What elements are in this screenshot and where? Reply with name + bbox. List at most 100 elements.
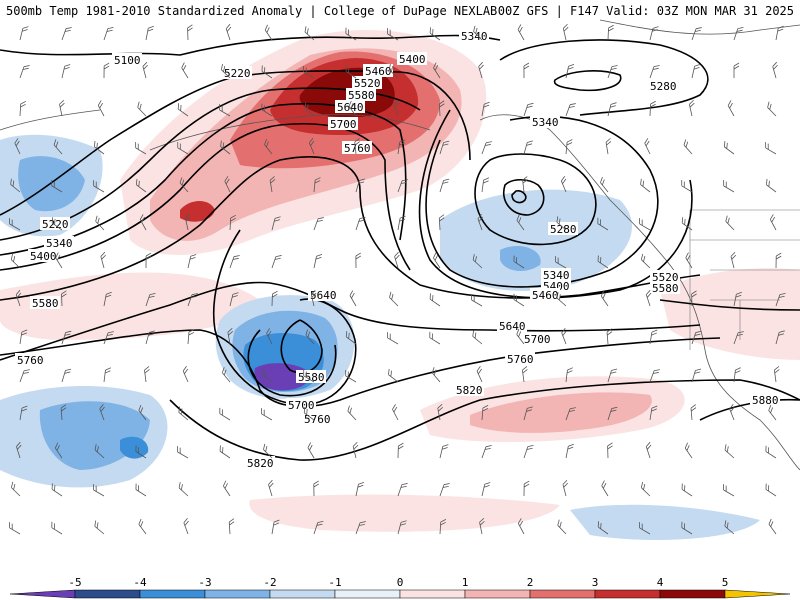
wind-barb <box>481 141 492 155</box>
wind-barb <box>387 28 399 41</box>
wind-barb <box>644 138 651 155</box>
wind-barb <box>439 140 450 155</box>
wind-barb <box>565 367 573 383</box>
wind-barb <box>773 366 780 383</box>
wind-barb <box>349 290 357 307</box>
wind-barb <box>769 214 777 231</box>
wind-barb <box>601 480 609 497</box>
wind-barb <box>220 140 231 155</box>
wind-barb <box>97 100 105 117</box>
wind-barb <box>433 62 441 79</box>
contour-label: 5520 <box>354 77 381 90</box>
wind-barb <box>640 178 651 193</box>
wind-barb <box>354 138 360 155</box>
wind-barb <box>55 252 63 269</box>
contour-label: 5640 <box>499 320 526 333</box>
wind-barb <box>11 481 21 497</box>
contour-label: 5760 <box>507 353 534 366</box>
wind-barb <box>271 519 280 535</box>
wind-barb <box>556 292 567 307</box>
wind-barb <box>94 444 105 459</box>
wind-barb <box>271 290 278 307</box>
wind-barb <box>523 102 534 117</box>
wind-barb <box>135 142 147 155</box>
wind-barb <box>183 517 189 535</box>
wind-barb <box>393 99 400 117</box>
wind-barb <box>600 177 609 193</box>
wind-barb <box>481 482 491 497</box>
wind-barb <box>691 27 702 41</box>
wind-barb <box>187 254 197 269</box>
wind-barb <box>775 252 782 269</box>
wind-barb <box>219 104 231 117</box>
wind-barb <box>224 176 231 193</box>
wind-barb <box>724 444 735 459</box>
wind-barb <box>9 218 21 231</box>
wind-barb <box>261 65 273 79</box>
wind-barb <box>264 24 273 41</box>
contour-label: 5700 <box>288 399 315 412</box>
contour-label: 5580 <box>32 297 59 310</box>
contour-label: 5700 <box>330 118 357 131</box>
wind-barb <box>19 369 30 383</box>
wind-barb <box>229 214 237 231</box>
contour-label: 5100 <box>114 54 141 67</box>
colorbar-swatch <box>9 589 76 599</box>
wind-barb <box>19 100 27 117</box>
wind-barb <box>607 368 618 383</box>
wind-barb <box>181 62 189 79</box>
contour-label: 5400 <box>399 53 426 66</box>
wind-barb <box>269 176 276 193</box>
wind-barb <box>51 521 63 535</box>
wind-barb <box>392 404 399 421</box>
wind-barb <box>560 176 567 193</box>
wind-barb <box>355 252 362 269</box>
wind-barb <box>565 443 574 459</box>
wind-barb <box>555 256 567 269</box>
wind-barb <box>433 252 441 269</box>
colorbar-swatch <box>594 589 661 599</box>
colorbar-tick-label: 0 <box>397 576 404 589</box>
wind-barb <box>639 218 651 231</box>
wind-barb <box>516 328 525 345</box>
wind-barb <box>733 331 744 345</box>
wind-barb <box>99 403 105 421</box>
wind-barb <box>729 403 735 421</box>
wind-barb <box>733 367 741 383</box>
colorbar-tick-label: -2 <box>263 576 276 589</box>
wind-barb <box>271 216 281 231</box>
contour-label: 5340 <box>461 30 488 43</box>
wind-barb <box>135 483 147 497</box>
wind-barb <box>100 251 106 269</box>
wind-barb <box>730 251 737 269</box>
wind-barb <box>562 479 569 497</box>
wind-barb <box>775 330 785 345</box>
wind-barb <box>187 24 193 41</box>
contour-label: 5760 <box>304 413 331 426</box>
wind-barb <box>513 293 525 307</box>
wind-barb <box>597 255 609 269</box>
wind-barb <box>607 102 617 117</box>
wind-barb <box>565 64 575 79</box>
wind-barb <box>263 443 273 459</box>
wind-barb <box>345 370 357 383</box>
contour-label: 5640 <box>310 289 337 302</box>
wind-barb <box>691 330 702 345</box>
wind-barb <box>305 329 315 345</box>
wind-barb <box>597 217 609 231</box>
wind-barb <box>768 404 777 421</box>
wind-barb <box>727 100 735 117</box>
contour-label: 5340 <box>46 237 73 250</box>
wind-barb <box>220 63 231 79</box>
wind-barb <box>61 64 71 79</box>
colorbar-tick-label: -1 <box>328 576 341 589</box>
contour-label: 5400 <box>30 250 57 263</box>
wind-barb <box>607 406 618 421</box>
wind-barb <box>600 290 609 307</box>
wind-barb <box>685 252 693 269</box>
wind-barb <box>16 441 22 459</box>
wind-barb <box>93 484 105 497</box>
wind-barb <box>355 521 366 535</box>
wind-barb <box>138 518 147 535</box>
wind-barb <box>229 255 240 269</box>
